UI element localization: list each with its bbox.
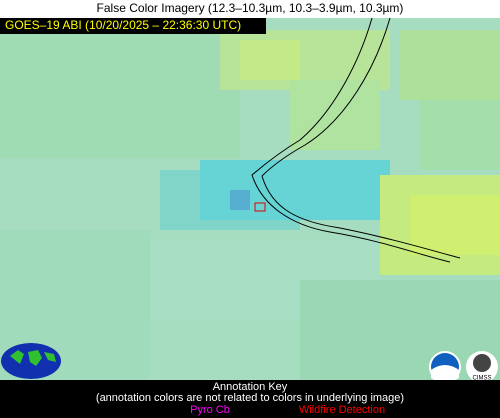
noaa-logo <box>429 351 461 383</box>
title-band <box>0 0 500 18</box>
subtitle: GOES–19 ABI (10/20/2025 – 22:36:30 UTC) <box>5 18 241 32</box>
globe-logo <box>1 343 61 379</box>
key-title: Annotation Key <box>213 381 288 393</box>
key-item: Wildfire Detection <box>299 404 385 416</box>
label-box <box>0 18 266 34</box>
key-item: Pyro Cb <box>190 404 230 416</box>
satellite-image <box>0 17 500 380</box>
key-band <box>0 380 500 418</box>
cimss-logo: CIMSS <box>466 351 498 383</box>
title: False Color Imagery (12.3–10.3µm, 10.3–3… <box>97 1 404 15</box>
cimss-label: CIMSS <box>472 376 491 382</box>
key-note: (annotation colors are not related to co… <box>96 392 404 404</box>
